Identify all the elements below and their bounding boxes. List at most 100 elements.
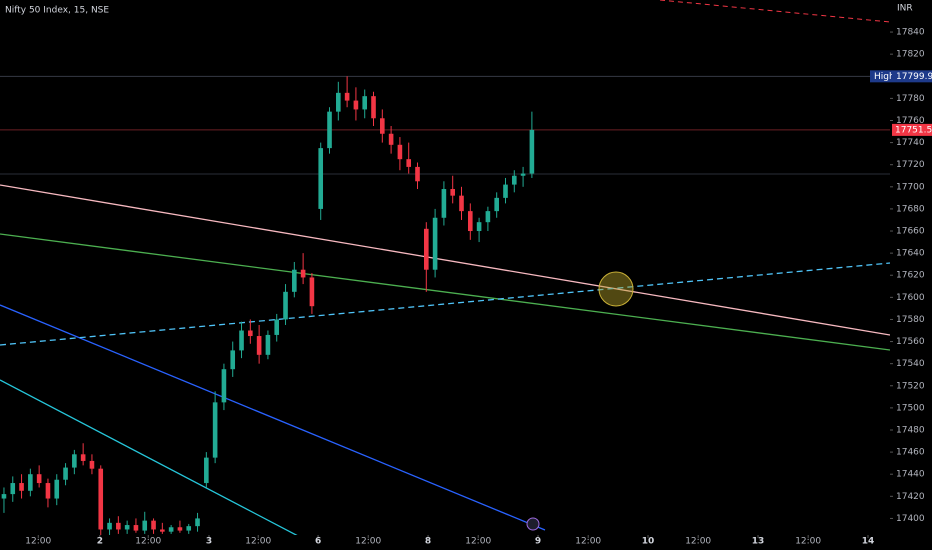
y-tick-label: 17840 <box>896 28 925 38</box>
x-tick-label: 12:00 <box>795 537 821 547</box>
x-tick-label: 3 <box>206 537 212 547</box>
candle-body <box>98 468 104 530</box>
candle-body <box>520 173 526 176</box>
candle-body <box>450 189 455 196</box>
candle-body <box>344 92 350 101</box>
y-tick-label: 17720 <box>896 160 925 170</box>
x-tick-label: 12:00 <box>685 537 711 547</box>
candle-body <box>529 129 535 174</box>
candle-body <box>63 467 68 480</box>
candle-body <box>441 189 447 218</box>
last-price-label: 17751.50 <box>895 125 932 135</box>
candle-body <box>230 350 236 370</box>
teal-trendline <box>0 379 298 535</box>
green-trendline <box>0 233 890 351</box>
y-tick-label: 17680 <box>896 204 925 214</box>
y-tick-label: 17480 <box>896 425 925 435</box>
drawings <box>0 0 890 535</box>
candle-body <box>432 217 438 270</box>
candle-body <box>1 494 7 499</box>
blue-trendline <box>0 304 546 531</box>
red-dashed-trendline <box>659 0 890 23</box>
candle-body <box>511 175 517 185</box>
candle-body <box>494 197 499 212</box>
candle-body <box>300 269 306 278</box>
y-tick-label: 17560 <box>896 337 925 347</box>
candle-body <box>327 111 332 149</box>
x-tick-label: 12:00 <box>575 537 601 547</box>
highlight-circle <box>598 271 634 307</box>
candle-body <box>265 334 271 355</box>
candle-body <box>336 92 341 112</box>
x-tick-label: 12:00 <box>355 537 381 547</box>
y-tick-label: 17600 <box>896 293 925 303</box>
x-tick-label: 8 <box>425 537 431 547</box>
high-tag-label: High <box>874 72 895 82</box>
y-tick-label: 17700 <box>896 182 925 192</box>
y-tick-label: 17400 <box>896 514 925 524</box>
candle-body <box>28 474 33 491</box>
event-icon[interactable] <box>526 517 540 531</box>
candle-body <box>36 474 42 484</box>
candle-body <box>168 527 174 532</box>
y-tick-label: 17440 <box>896 470 925 480</box>
y-tick-label: 17420 <box>896 492 925 502</box>
candle-body <box>380 118 385 134</box>
candle-body <box>186 526 192 531</box>
chart-title: Nifty 50 Index, 15, NSE <box>5 6 109 16</box>
candle-body <box>89 460 95 469</box>
candle-body <box>107 522 112 530</box>
candle-body <box>292 269 297 292</box>
x-tick-label: 14 <box>862 537 875 547</box>
candle-body <box>309 277 315 307</box>
pink-trendline <box>0 184 890 336</box>
high-tag <box>892 70 932 83</box>
candle-body <box>151 520 156 530</box>
candle-body <box>19 483 24 491</box>
y-tick-label: 17460 <box>896 448 925 458</box>
candle-body <box>116 522 121 530</box>
candle-body <box>318 148 324 209</box>
candle-body <box>72 454 77 468</box>
currency-label: INR <box>897 4 913 14</box>
candle-body <box>133 525 139 531</box>
candle-body <box>353 100 359 110</box>
candle-body <box>485 211 491 223</box>
candle-body <box>80 454 86 461</box>
dashed-trendline <box>0 262 890 346</box>
y-tick-label: 17640 <box>896 249 925 259</box>
last-price-tag <box>892 123 932 136</box>
y-tick-label: 17580 <box>896 315 925 325</box>
x-tick-label: 6 <box>315 537 321 547</box>
candle-body <box>459 195 464 212</box>
x-tick-label: 12:00 <box>465 537 491 547</box>
candle-body <box>415 166 420 182</box>
candle-body <box>371 96 376 119</box>
candle-body <box>10 483 16 495</box>
candle-body <box>362 96 368 110</box>
high-tag-label-box <box>870 70 892 83</box>
candle-body <box>274 319 280 335</box>
y-tick-label: 17740 <box>896 138 925 148</box>
y-tick-label: 17520 <box>896 381 925 391</box>
candle-body <box>406 159 412 167</box>
candle-body <box>195 518 200 527</box>
candle-body <box>204 457 209 484</box>
x-tick-label: 10 <box>642 537 655 547</box>
candle-body <box>424 228 429 270</box>
candle-body <box>283 291 288 320</box>
y-tick-label: 17780 <box>896 94 925 104</box>
candle-body <box>256 336 262 355</box>
candles <box>0 75 890 535</box>
candle-body <box>239 330 244 351</box>
candle-body <box>503 184 508 198</box>
candle-body <box>177 527 183 531</box>
x-tick-label: 12:00 <box>135 537 161 547</box>
y-tick-label: 17500 <box>896 403 925 413</box>
x-tick-label: 12:00 <box>25 537 51 547</box>
x-tick-label: 2 <box>97 537 103 547</box>
candle-body <box>467 211 473 232</box>
y-tick-label: 17620 <box>896 271 925 281</box>
